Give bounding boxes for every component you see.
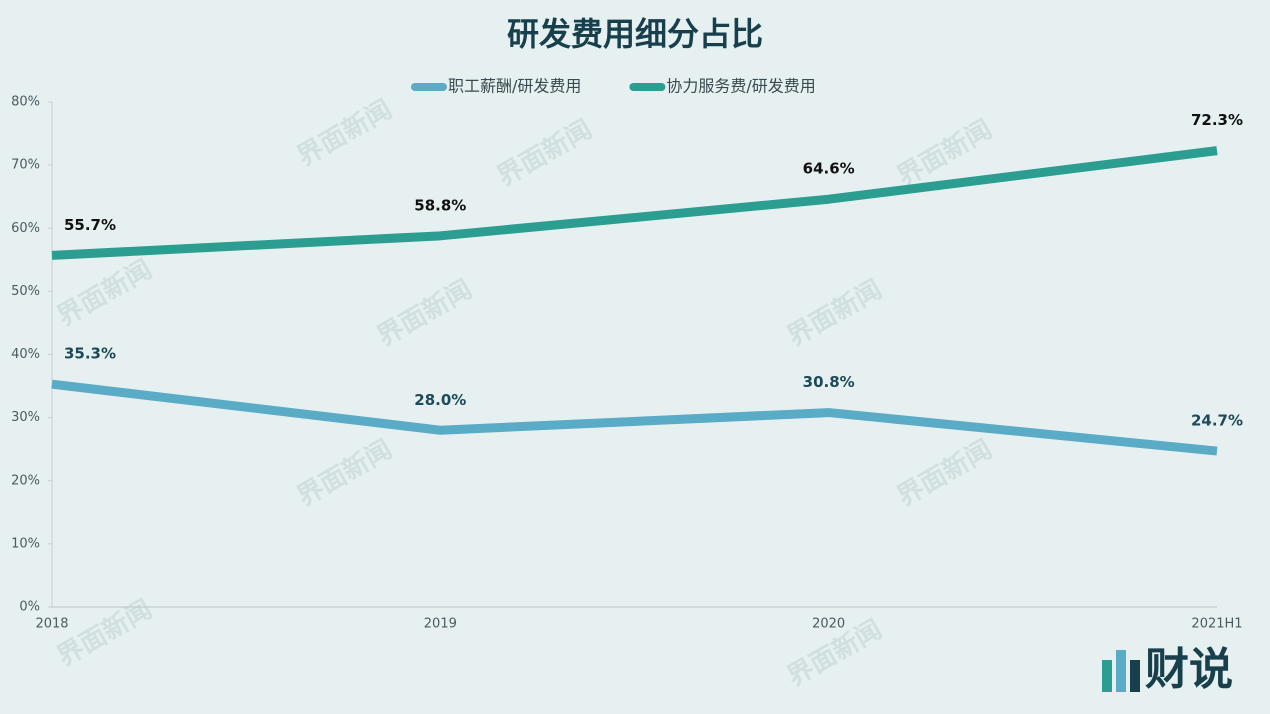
x-tick-label: 2021H1 bbox=[1191, 617, 1242, 632]
logo-bar bbox=[1116, 650, 1126, 692]
y-tick-label: 60% bbox=[11, 221, 40, 236]
series-line bbox=[51, 379, 1218, 456]
data-label: 30.8% bbox=[803, 373, 855, 391]
data-label: 72.3% bbox=[1191, 111, 1243, 129]
x-tick-label: 2018 bbox=[35, 617, 68, 632]
logo-bar bbox=[1130, 660, 1140, 692]
legend-label: 协力服务费/研发费用 bbox=[666, 77, 815, 96]
data-label: 28.0% bbox=[414, 391, 466, 409]
y-tick-label: 0% bbox=[19, 600, 40, 615]
y-tick-label: 50% bbox=[11, 284, 40, 299]
y-tick-label: 20% bbox=[11, 473, 40, 488]
y-tick-label: 10% bbox=[11, 536, 40, 551]
data-label: 55.7% bbox=[64, 216, 116, 234]
logo: 财说 bbox=[1102, 644, 1233, 695]
y-tick-label: 30% bbox=[11, 410, 40, 425]
data-label: 64.6% bbox=[803, 160, 855, 178]
logo-text: 财说 bbox=[1145, 644, 1233, 695]
x-tick-label: 2020 bbox=[812, 617, 845, 632]
data-label: 58.8% bbox=[414, 196, 466, 214]
y-tick-label: 40% bbox=[11, 347, 40, 362]
legend-label: 职工薪酬/研发费用 bbox=[448, 77, 581, 96]
logo-bar bbox=[1102, 660, 1112, 692]
data-label: 35.3% bbox=[64, 345, 116, 363]
y-tick-label: 80% bbox=[11, 95, 40, 110]
x-tick-label: 2019 bbox=[424, 617, 457, 632]
chart-title: 研发费用细分占比 bbox=[507, 15, 763, 53]
data-label: 24.7% bbox=[1191, 412, 1243, 430]
series-line bbox=[51, 146, 1218, 260]
y-tick-label: 70% bbox=[11, 158, 40, 173]
